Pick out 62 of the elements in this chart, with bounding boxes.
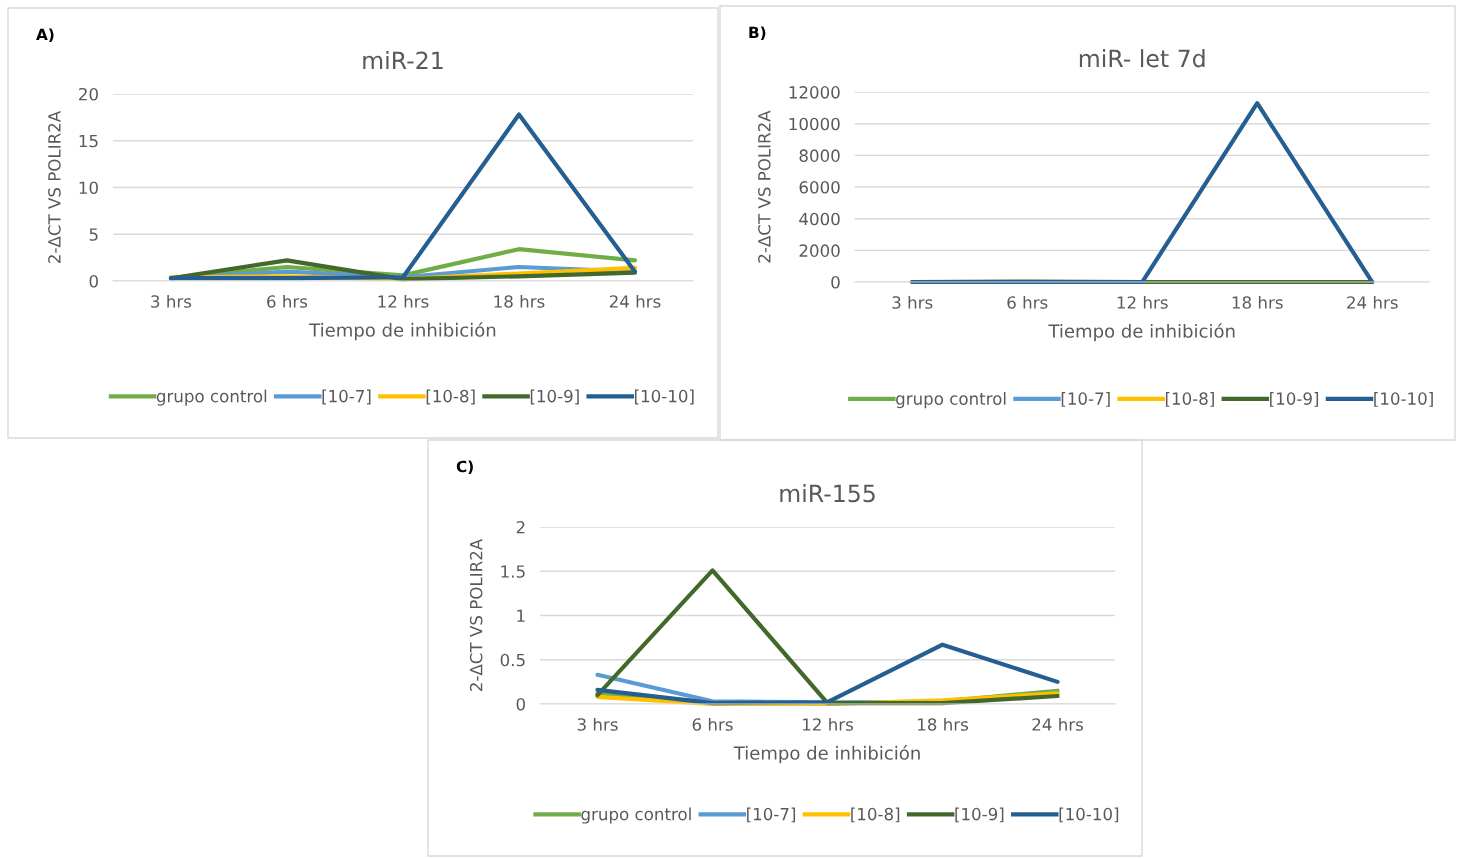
x-tick-label: 18 hrs	[494, 294, 545, 308]
legend-label: grupo control	[581, 807, 691, 824]
legend-label: [10-8]	[1165, 392, 1214, 407]
y-tick-label: 0	[831, 275, 840, 289]
legend-label: [10-9]	[530, 389, 579, 405]
y-axis-title: 2-ΔCT VS POLIR2A	[758, 110, 771, 263]
text: B)	[749, 26, 766, 41]
chart-title: miR- let 7d	[1079, 49, 1205, 68]
legend-label: [10-9]	[955, 807, 1004, 823]
y-tick-label: 2000	[799, 244, 840, 257]
y-tick-label: 5	[89, 228, 98, 241]
legend-label: [10-7]	[322, 389, 371, 405]
y-axis-title: 2-ΔCT VS POLIR2A	[469, 538, 483, 691]
legend-label: [10-9]	[1270, 392, 1319, 407]
text: C)	[456, 460, 473, 475]
y-tick-label: 6000	[799, 181, 840, 194]
legend-label: grupo control	[156, 389, 267, 406]
y-tick-label: 0	[89, 274, 98, 288]
text: A)	[36, 28, 54, 43]
x-tick-label: 24 hrs	[1347, 295, 1398, 309]
x-tick-label: 24 hrs	[1032, 717, 1084, 731]
legend-label: [10-10]	[1374, 392, 1433, 407]
line-series	[595, 568, 1060, 706]
x-tick-label: 6 hrs	[267, 294, 308, 308]
y-tick-label: 0.5	[500, 653, 525, 667]
line-series	[595, 642, 1060, 706]
x-tick-label: 12 hrs	[378, 294, 429, 308]
y-tick-label: 8000	[799, 149, 840, 162]
y-tick-label: 2	[516, 520, 525, 534]
legend-label: grupo control	[896, 392, 1006, 409]
x-tick-label: 6 hrs	[1007, 295, 1048, 309]
x-tick-label: 24 hrs	[609, 294, 661, 308]
x-axis-title: Tiempo de inhibición	[733, 745, 920, 764]
y-axis-title: 2-ΔCT VS POLIR2A	[48, 110, 61, 263]
x-tick-label: 6 hrs	[692, 717, 733, 731]
x-tick-label: 18 hrs	[1232, 295, 1283, 309]
legend-label: [10-8]	[851, 807, 900, 823]
y-tick-label: 15	[79, 134, 98, 148]
y-tick-label: 4000	[799, 212, 840, 226]
x-tick-label: 12 hrs	[803, 717, 853, 731]
y-tick-label: 0	[516, 697, 525, 711]
y-tick-label: 20	[79, 87, 98, 101]
x-axis-title: Tiempo de inhibición	[1048, 323, 1235, 342]
line-series	[168, 112, 638, 281]
legend-label: [10-7]	[1061, 392, 1110, 407]
legend-label: [10-10]	[634, 389, 694, 405]
legend-label: [10-7]	[747, 807, 796, 823]
legend-label: [10-8]	[426, 389, 475, 405]
x-tick-label: 12 hrs	[1117, 295, 1168, 309]
y-tick-label: 10000	[789, 117, 840, 131]
x-axis-title: Tiempo de inhibición	[309, 322, 496, 341]
legend-label: [10-10]	[1059, 807, 1119, 823]
y-tick-label: 12000	[789, 86, 840, 99]
x-tick-label: 3 hrs	[892, 295, 933, 309]
y-tick-label: 10	[79, 181, 98, 195]
y-tick-label: 1	[517, 609, 525, 622]
chart-title: miR-21	[363, 51, 443, 69]
chart-title: miR-155	[780, 484, 875, 503]
x-tick-label: 3 hrs	[151, 294, 192, 308]
x-tick-label: 18 hrs	[918, 717, 969, 731]
x-tick-label: 3 hrs	[577, 717, 618, 731]
y-tick-label: 1.5	[501, 565, 525, 578]
